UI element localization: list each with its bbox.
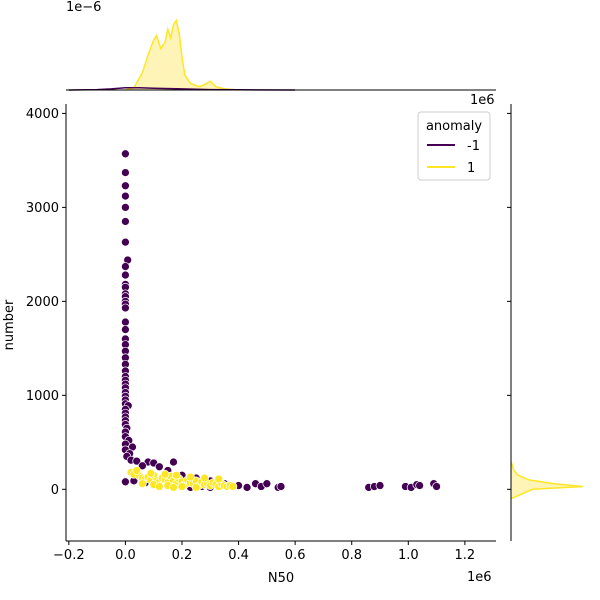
right-marginal-ticks <box>507 112 511 490</box>
scatter-point-neg1 <box>262 479 272 489</box>
legend-label-neg1: -1 <box>467 139 480 154</box>
x-axis-offset-label: 1e6 <box>467 570 492 585</box>
y-tick-label: 0 <box>51 483 59 498</box>
top-marginal: 1e−6 <box>66 0 496 91</box>
right-marginal-area-pos1 <box>511 461 583 499</box>
y-axis-label: number <box>2 299 17 350</box>
y-tick-label: 4000 <box>26 107 59 122</box>
legend: anomaly -1 1 <box>417 111 491 181</box>
x-tick-label: −0.2 <box>53 548 85 563</box>
scatter-point-neg1 <box>121 168 130 177</box>
scatter-point-neg1 <box>121 270 130 280</box>
scatter-point-neg1 <box>121 149 130 159</box>
scatter-point-pos1 <box>191 483 201 492</box>
scatter-point-pos1 <box>200 473 209 483</box>
scatter-point-neg1 <box>121 303 130 313</box>
scatter-point-neg1 <box>242 483 252 492</box>
top-marginal-area-pos1 <box>125 20 239 90</box>
scatter-point-neg1 <box>121 317 130 327</box>
scatter-point-pos1 <box>155 482 164 491</box>
scatter-point-neg1 <box>432 482 441 491</box>
y-axis-ticks: 0 1000 2000 3000 4000 <box>26 107 66 498</box>
x-axis-label: N50 <box>268 571 294 586</box>
x-tick-label: 0.6 <box>285 548 306 563</box>
y-tick-label: 1000 <box>26 389 59 404</box>
scatter-point-neg1 <box>121 477 130 487</box>
top-marginal-offset-label: 1e−6 <box>66 0 101 15</box>
scatter-point-neg1 <box>138 461 147 471</box>
scatter-point-neg1 <box>121 237 130 247</box>
x-tick-label: 1.0 <box>398 548 419 563</box>
right-marginal-line-pos1 <box>510 460 584 500</box>
top-marginal-curves <box>68 18 296 91</box>
scatter-point-pos1 <box>146 468 156 478</box>
scatter-point-pos1 <box>138 479 147 489</box>
x-tick-label: 0.4 <box>228 548 249 563</box>
scatter-point-pos1 <box>132 466 142 475</box>
scatter-point-pos1 <box>214 474 224 484</box>
x-tick-label: 0.0 <box>115 548 136 563</box>
scatter-point-pos1 <box>169 483 178 492</box>
scatter-point-neg1 <box>121 191 130 201</box>
scatter-point-neg1 <box>121 217 130 226</box>
x-tick-label: 0.8 <box>341 548 362 563</box>
scatter-point-pos1 <box>177 482 187 491</box>
scatter-point-neg1 <box>121 262 130 271</box>
scatter-point-neg1 <box>169 457 178 467</box>
scatter-point-neg1 <box>121 181 130 191</box>
right-marginal-offset-label: 1e6 <box>470 93 495 108</box>
scatter-point-neg1 <box>276 482 286 491</box>
top-marginal-line-pos1 <box>125 18 239 91</box>
scatter-points <box>121 149 441 492</box>
scatter-point-neg1 <box>121 203 130 212</box>
scatter-point-pos1 <box>186 472 195 482</box>
scatter-point-pos1 <box>228 482 238 491</box>
scatter-point-neg1 <box>155 462 164 472</box>
scatter-point-pos1 <box>171 470 181 480</box>
scatter-point-neg1 <box>121 325 130 334</box>
right-marginal: 1e6 <box>470 93 584 541</box>
x-tick-label: 1.2 <box>455 548 476 563</box>
scatter-point-neg1 <box>375 481 385 490</box>
scatter-point-pos1 <box>160 469 170 479</box>
y-tick-label: 2000 <box>26 295 59 310</box>
scatter-point-neg1 <box>415 481 424 490</box>
main-plot: −0.2 0.0 0.2 0.4 0.6 0.8 1.0 1.2 0 1000 2000 3000 4… <box>2 104 496 586</box>
scatter-point-neg1 <box>132 456 142 466</box>
right-marginal-curves <box>510 460 584 500</box>
x-axis-ticks: −0.2 0.0 0.2 0.4 0.6 0.8 1.0 1.2 <box>53 541 475 563</box>
x-tick-label: 0.2 <box>172 548 193 563</box>
legend-label-pos1: 1 <box>467 161 475 176</box>
legend-title: anomaly <box>426 119 482 134</box>
y-tick-label: 3000 <box>26 201 59 216</box>
